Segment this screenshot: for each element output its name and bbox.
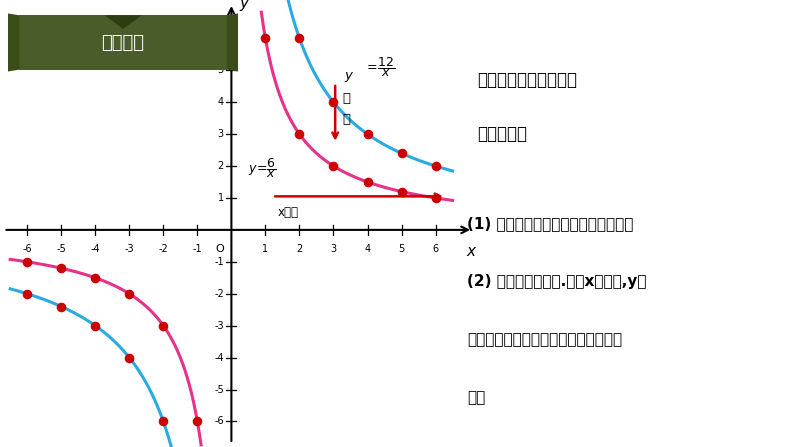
Point (361, 131, 374, 138)
Point (327, 99, 340, 106)
Point (191, 418, 204, 425)
Text: 观察这两个函数图象，: 观察这两个函数图象， (477, 72, 577, 89)
Text: 1: 1 (218, 193, 224, 203)
Text: -2: -2 (214, 289, 224, 299)
Text: 4: 4 (218, 97, 224, 107)
Text: -4: -4 (214, 353, 224, 363)
Point (259, 35, 272, 42)
Text: 探索新知: 探索新知 (102, 34, 145, 52)
Text: 4: 4 (364, 244, 371, 254)
Text: x增大: x增大 (277, 206, 299, 219)
Point (395, 150, 408, 157)
Polygon shape (19, 15, 227, 70)
Point (21, 258, 33, 266)
Text: -3: -3 (125, 244, 134, 254)
Point (293, 131, 306, 138)
Point (89, 274, 102, 281)
Point (89, 322, 102, 329)
Text: 小: 小 (342, 113, 350, 126)
Point (327, 162, 340, 169)
Text: 5: 5 (218, 65, 224, 75)
Text: 3: 3 (330, 244, 337, 254)
Polygon shape (227, 13, 238, 72)
Point (55, 265, 67, 272)
Text: 由。: 由。 (467, 390, 485, 405)
Text: -5: -5 (56, 244, 66, 254)
Text: 何变化？你能否由它们的解析式说明理: 何变化？你能否由它们的解析式说明理 (467, 332, 622, 347)
Text: 1: 1 (262, 244, 268, 254)
Text: 6: 6 (433, 244, 438, 254)
Text: $y$: $y$ (239, 0, 250, 13)
Point (430, 162, 442, 169)
Text: 2: 2 (296, 244, 303, 254)
Text: -3: -3 (214, 320, 224, 331)
Text: -1: -1 (193, 244, 202, 254)
Point (157, 418, 170, 425)
Text: 2: 2 (218, 161, 224, 171)
Text: $=\!\dfrac{12}{x}$: $=\!\dfrac{12}{x}$ (364, 55, 395, 79)
Point (123, 290, 136, 297)
Text: 减: 减 (342, 93, 350, 105)
Point (430, 194, 442, 202)
Text: -6: -6 (22, 244, 32, 254)
Text: (1) 每个函数图象分别位于哪些象限？: (1) 每个函数图象分别位于哪些象限？ (467, 216, 634, 231)
Text: 6: 6 (218, 34, 224, 43)
Point (21, 290, 33, 297)
Text: -5: -5 (214, 384, 224, 395)
Text: 3: 3 (218, 129, 224, 139)
Text: -2: -2 (159, 244, 168, 254)
Text: $y\!=\!\dfrac{6}{x}$: $y\!=\!\dfrac{6}{x}$ (249, 156, 277, 181)
Text: 回答问题：: 回答问题： (477, 125, 527, 143)
Polygon shape (105, 15, 141, 29)
Polygon shape (8, 13, 19, 72)
Text: 5: 5 (399, 244, 405, 254)
Text: $y$: $y$ (344, 70, 354, 84)
Point (395, 188, 408, 195)
Text: $x$: $x$ (465, 244, 477, 259)
Text: -1: -1 (214, 257, 224, 267)
Text: -6: -6 (214, 417, 224, 426)
Text: O: O (215, 244, 224, 254)
Point (293, 35, 306, 42)
Point (157, 322, 170, 329)
Text: -4: -4 (91, 244, 100, 254)
Point (55, 303, 67, 310)
Point (123, 354, 136, 361)
Point (361, 178, 374, 186)
Text: (2) 在每一个象限内.随着x的增大,y如: (2) 在每一个象限内.随着x的增大,y如 (467, 274, 646, 289)
